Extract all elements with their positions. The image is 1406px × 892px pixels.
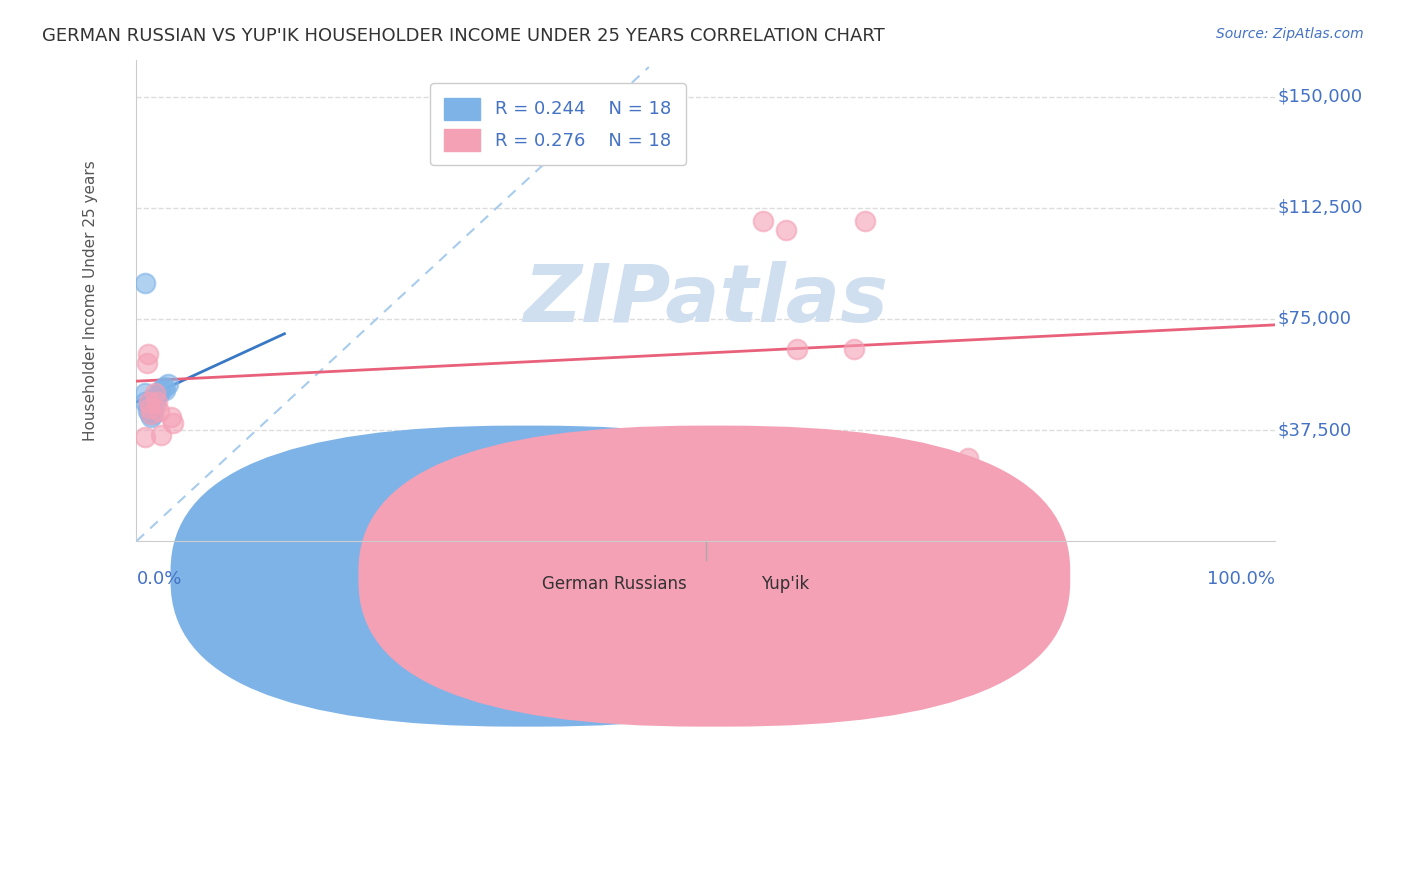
Text: $37,500: $37,500 [1278,421,1351,439]
Point [751,214,773,228]
Point [142,407,165,421]
Point [136,398,159,412]
Point [162,416,184,430]
Point [142,401,165,415]
Point [134,395,156,409]
Point [143,395,166,409]
Point [139,401,162,415]
Point [136,347,159,361]
Point [134,277,156,291]
Point [141,407,163,421]
Point [135,356,157,370]
Text: Yup'ik: Yup'ik [762,575,810,593]
Point [134,386,156,401]
Point [786,342,808,356]
Text: 100.0%: 100.0% [1208,570,1275,588]
Point [143,386,166,401]
Point [956,451,979,466]
Text: $150,000: $150,000 [1278,87,1362,105]
Point [139,407,162,421]
Point [146,395,169,409]
Legend: R = 0.244    N = 18, R = 0.276    N = 18: R = 0.244 N = 18, R = 0.276 N = 18 [430,83,686,165]
Point [136,404,159,418]
FancyBboxPatch shape [359,425,1070,727]
Text: ZIPatlas: ZIPatlas [523,261,889,339]
Point [141,409,163,424]
Point [152,380,174,394]
Text: GERMAN RUSSIAN VS YUP'IK HOUSEHOLDER INCOME UNDER 25 YEARS CORRELATION CHART: GERMAN RUSSIAN VS YUP'IK HOUSEHOLDER INC… [42,27,884,45]
Point [842,342,865,356]
Point [150,427,173,442]
Point [153,383,176,397]
Text: $75,000: $75,000 [1278,310,1351,328]
Text: 0.0%: 0.0% [136,570,181,588]
Point [139,401,162,415]
Point [138,395,160,409]
FancyBboxPatch shape [170,425,883,727]
Text: Householder Income Under 25 years: Householder Income Under 25 years [83,160,98,441]
Point [150,383,173,397]
Point [148,404,170,418]
Text: Source: ZipAtlas.com: Source: ZipAtlas.com [1216,27,1364,41]
Text: German Russians: German Russians [543,575,688,593]
Point [134,430,156,444]
Point [148,386,170,401]
Point [141,392,163,406]
Point [157,377,180,392]
Point [853,214,876,228]
Text: $112,500: $112,500 [1278,199,1362,217]
Point [141,404,163,418]
Point [775,223,797,237]
Point [159,409,181,424]
